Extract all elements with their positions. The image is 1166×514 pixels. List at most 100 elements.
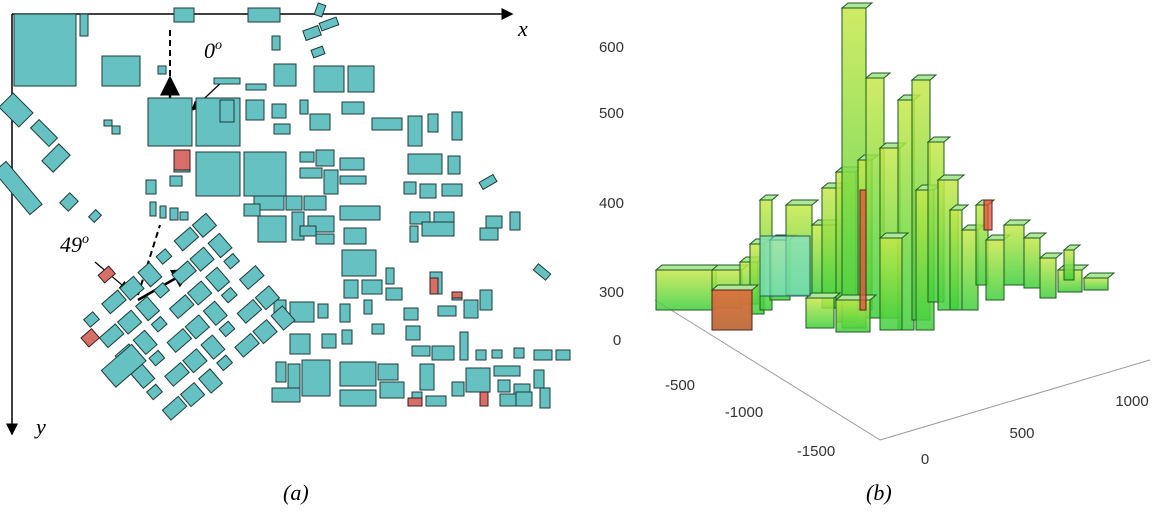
building — [464, 300, 478, 318]
building — [235, 333, 259, 357]
angle-label: 0o — [204, 38, 222, 63]
building — [500, 394, 516, 406]
building-3d-highlight — [860, 190, 866, 310]
depth-tick-label: 0 — [613, 332, 621, 349]
building — [214, 78, 240, 84]
building — [314, 66, 344, 92]
building — [217, 355, 233, 370]
building-highlight — [452, 292, 462, 298]
building — [344, 228, 366, 244]
building — [272, 388, 300, 402]
building — [272, 104, 286, 118]
y-axis-label: y — [34, 414, 46, 439]
building-highlight — [174, 150, 190, 170]
building-roof — [760, 195, 778, 200]
building — [222, 287, 238, 302]
building-highlight — [81, 329, 99, 347]
building — [316, 234, 334, 244]
building — [276, 362, 286, 382]
building — [31, 120, 58, 147]
building — [112, 126, 120, 134]
building — [246, 84, 266, 90]
depth-tick-label: -1500 — [797, 443, 835, 460]
building — [199, 369, 223, 393]
building — [162, 396, 186, 420]
building — [420, 364, 434, 390]
building — [340, 176, 366, 184]
building — [302, 360, 330, 396]
building — [196, 152, 240, 196]
building-roof — [836, 295, 876, 300]
building — [102, 290, 126, 314]
building — [146, 180, 156, 194]
building — [342, 102, 364, 114]
building-3d-highlight — [984, 200, 992, 230]
building — [486, 216, 502, 228]
figure: x y 0o 49o (a) (b) 3004005006000-500-100… — [0, 0, 1166, 514]
building — [372, 324, 384, 334]
building-roof — [866, 73, 890, 78]
building — [480, 290, 492, 310]
building — [304, 196, 326, 210]
building — [494, 366, 520, 376]
building — [170, 295, 194, 319]
building-highlight — [430, 278, 438, 294]
building-roof — [1040, 253, 1062, 258]
building — [534, 350, 552, 360]
building — [240, 266, 264, 290]
building — [442, 184, 462, 196]
building — [386, 288, 402, 300]
building — [342, 250, 376, 276]
building — [534, 370, 544, 388]
building — [149, 350, 165, 365]
building — [410, 226, 418, 242]
building — [340, 158, 364, 170]
building — [340, 390, 376, 406]
building-3d — [880, 238, 902, 330]
building — [432, 346, 454, 360]
building — [60, 193, 78, 211]
building-roof — [656, 265, 722, 270]
angle-value: 49 — [60, 232, 82, 257]
building-highlight — [480, 392, 488, 406]
building — [203, 301, 227, 325]
building-3d — [950, 210, 962, 310]
building — [408, 154, 442, 174]
z-tick-label: 300 — [599, 284, 624, 301]
building — [300, 226, 316, 236]
building — [498, 380, 510, 392]
building — [248, 8, 280, 22]
building-roof — [712, 285, 758, 290]
building-3d — [1024, 238, 1040, 288]
building-roof — [1004, 220, 1030, 225]
z-tick-label: 500 — [599, 105, 624, 122]
building — [151, 317, 167, 332]
building — [316, 150, 334, 166]
building-3d — [1064, 250, 1074, 280]
building — [324, 170, 338, 194]
building — [156, 249, 172, 264]
building — [420, 184, 436, 198]
building — [344, 280, 358, 298]
building-3d — [1040, 258, 1056, 298]
building — [158, 66, 166, 74]
building — [0, 161, 42, 214]
building — [220, 100, 234, 122]
building — [348, 66, 374, 92]
building — [165, 363, 189, 387]
building-roof — [842, 3, 872, 8]
building — [479, 175, 497, 190]
building — [224, 254, 240, 269]
building — [318, 304, 328, 318]
building — [244, 204, 260, 216]
building — [406, 326, 420, 340]
building-roof — [912, 75, 936, 80]
building-roof — [806, 293, 840, 298]
building — [206, 267, 230, 291]
building — [340, 362, 376, 386]
building — [480, 228, 498, 240]
building — [300, 100, 308, 114]
width-tick-label: 1000 — [1115, 393, 1148, 410]
building — [170, 176, 182, 186]
building-3d — [986, 240, 1004, 300]
